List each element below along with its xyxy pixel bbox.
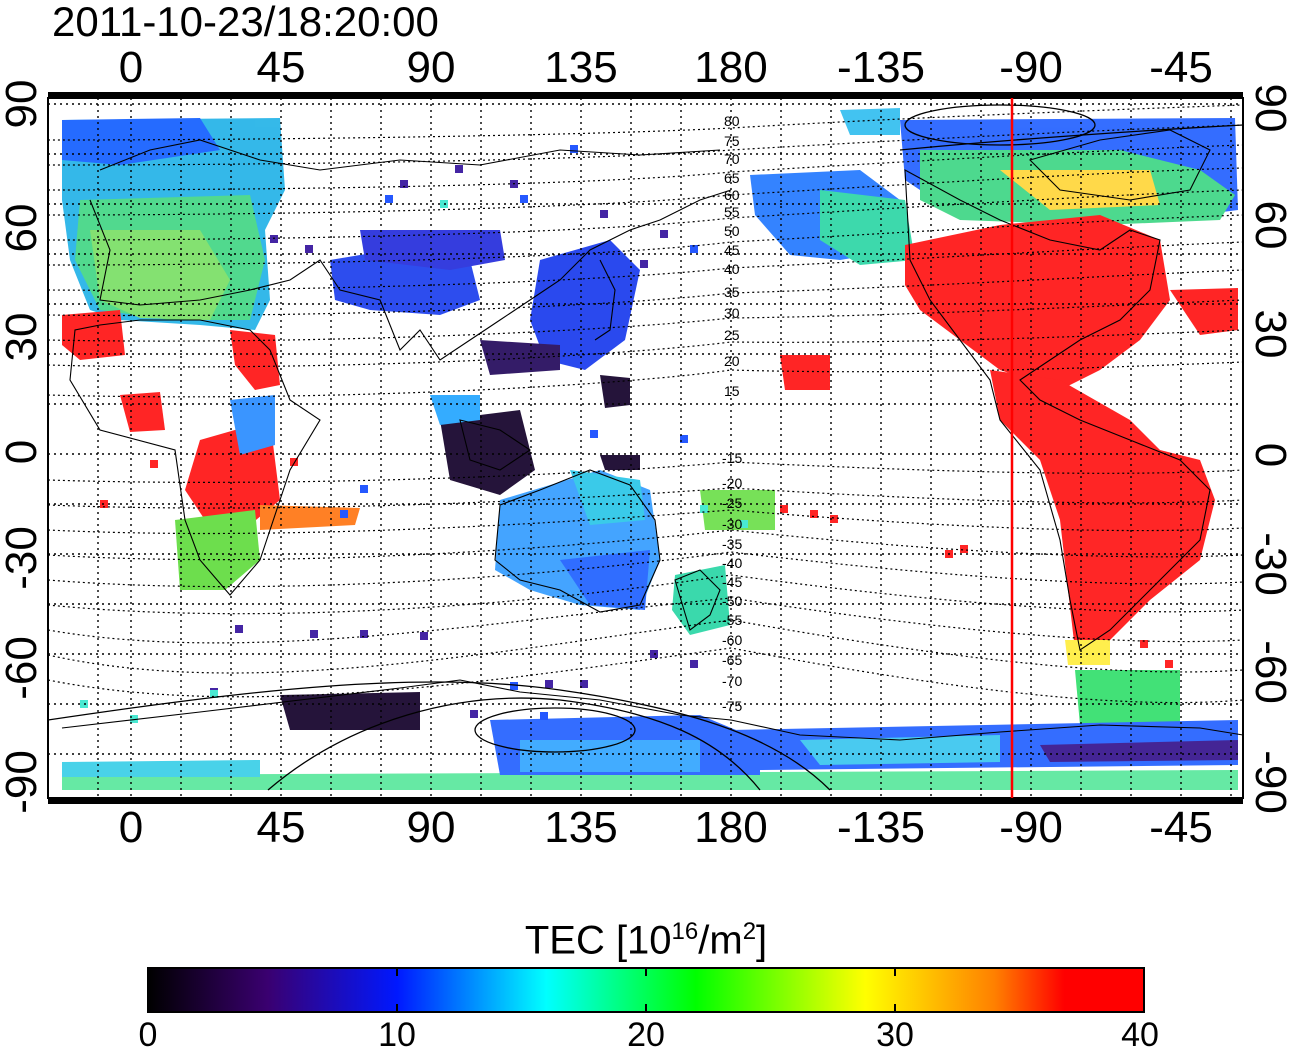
colorbar-label-main: TEC [10	[524, 918, 672, 963]
right-tick-label: 60	[1246, 200, 1292, 250]
contour-label: 35	[724, 284, 740, 300]
bottom-tick-label: -45	[1149, 803, 1213, 852]
right-tick-label: 0	[1246, 442, 1292, 468]
top-tick-label: -90	[999, 43, 1063, 92]
colorbar-tick-label: 30	[876, 1016, 914, 1054]
colorbar-label-unit-exponent: 2	[742, 918, 757, 945]
top-tick-label: 45	[256, 43, 306, 92]
left-tick-label: -90	[0, 750, 46, 814]
contour-label: -15	[722, 450, 742, 466]
coastlines	[61, 129, 1243, 741]
colorbar-ticks	[396, 968, 896, 1012]
top-tick-label: -45	[1149, 43, 1213, 92]
contour-label: 60	[724, 187, 740, 203]
left-tick-label: 60	[0, 203, 46, 253]
tec-data-layer	[48, 98, 1243, 798]
top-tick-label: 90	[406, 43, 456, 92]
top-tick-label: 0	[118, 43, 144, 92]
left-tick-label: -60	[0, 636, 46, 700]
left-tick-label: 90	[0, 79, 46, 129]
grid-lines	[48, 98, 1243, 798]
colorbar-tick-label: 40	[1121, 1016, 1159, 1054]
contour-label: 20	[724, 353, 740, 369]
right-tick-label: 30	[1246, 309, 1292, 359]
contour-label: 55	[724, 204, 740, 220]
contour-label: -60	[722, 632, 742, 648]
contour-label: 80	[724, 113, 740, 129]
bottom-tick-label: 0	[118, 803, 144, 852]
contour-label: 40	[724, 261, 740, 277]
contour-label: -75	[722, 698, 742, 714]
top-frame-bar	[48, 92, 1243, 98]
right-tick-label: -60	[1246, 640, 1292, 704]
contour-label: -30	[722, 516, 742, 532]
right-tick-label: -30	[1246, 532, 1292, 596]
bottom-tick-label: 135	[544, 803, 618, 852]
bottom-tick-label: 180	[694, 803, 768, 852]
colorbar-tick-label: 20	[627, 1016, 665, 1054]
contour-label: -40	[722, 555, 742, 571]
contour-label: -70	[722, 673, 742, 689]
left-tick-label: 30	[0, 312, 46, 362]
colorbar-label: TEC [1016/m2]	[0, 910, 1292, 962]
contour-label: 50	[724, 223, 740, 239]
map-title: 2011-10-23/18:20:00	[52, 0, 439, 45]
contour-label: 25	[724, 327, 740, 343]
contour-label: -25	[722, 495, 742, 511]
bottom-tick-label: 45	[256, 803, 306, 852]
contour-label: -20	[722, 475, 742, 491]
top-tick-label: 135	[544, 43, 618, 92]
contour-label: 15	[724, 383, 740, 399]
contour-label: -55	[722, 612, 742, 628]
contour-label: -45	[722, 574, 742, 590]
colorbar-label-unit: /m	[698, 918, 743, 963]
contour-label: 75	[724, 133, 740, 149]
contour-label: 65	[724, 170, 740, 186]
colorbar-tick-label: 10	[378, 1016, 416, 1054]
bottom-tick-label: -135	[836, 803, 926, 852]
right-tick-label: 90	[1246, 83, 1292, 133]
right-tick-label: -90	[1246, 750, 1292, 814]
top-tick-label: 180	[694, 43, 768, 92]
contour-label: 70	[724, 151, 740, 167]
magnetic-latitude-contours	[48, 104, 1243, 704]
colorbar-tick-label: 0	[138, 1016, 158, 1054]
auroral-oval-contours	[48, 104, 1243, 791]
contour-label: -65	[722, 652, 742, 668]
contour-label: 30	[724, 305, 740, 321]
contour-label: -35	[722, 536, 742, 552]
top-tick-label: -135	[836, 43, 926, 92]
bottom-tick-label: -90	[999, 803, 1063, 852]
left-tick-label: -30	[0, 526, 46, 590]
colorbar-label-exponent: 16	[671, 918, 699, 945]
colorbar-label-end: ]	[756, 918, 768, 963]
contour-label: 45	[724, 242, 740, 258]
left-tick-label: 0	[0, 439, 46, 465]
contour-label: -50	[722, 593, 742, 609]
bottom-tick-label: 90	[406, 803, 456, 852]
bottom-frame-bar	[48, 798, 1243, 804]
